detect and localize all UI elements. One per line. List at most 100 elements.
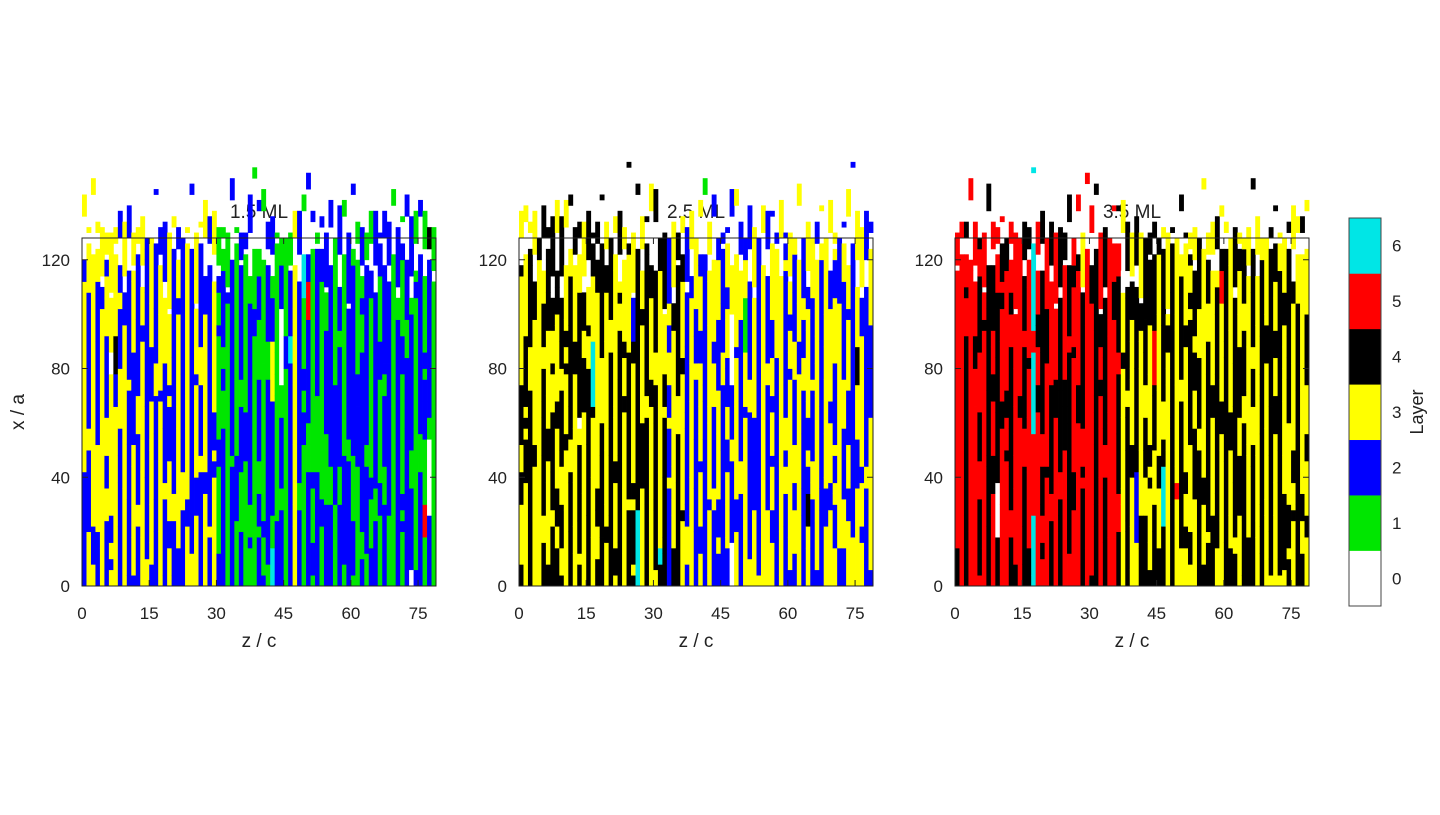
heatmap-cell	[1214, 286, 1220, 315]
heatmap-cell	[810, 238, 816, 266]
heatmap-cell	[341, 254, 347, 288]
heatmap-cell	[391, 254, 397, 266]
heatmap-cell	[95, 281, 101, 342]
heatmap-cell	[680, 401, 686, 429]
heatmap-cell	[577, 444, 583, 522]
heatmap-cell	[541, 346, 547, 369]
heatmap-cell	[418, 433, 423, 446]
heatmap-cell	[140, 537, 146, 587]
heatmap-cell	[386, 221, 392, 266]
heatmap-cell	[122, 488, 128, 571]
panel-3-xtick-0: 0	[950, 604, 959, 623]
heatmap-cell	[427, 259, 432, 326]
heatmap-cell	[153, 558, 159, 587]
heatmap-cell	[229, 178, 235, 201]
heatmap-cell	[572, 428, 578, 484]
heatmap-cell	[550, 526, 556, 587]
heatmap-cell	[422, 352, 428, 369]
heatmap-cell	[545, 460, 551, 484]
heatmap-cell	[1017, 509, 1023, 587]
heatmap-cell	[972, 564, 978, 587]
heatmap-cell	[1138, 368, 1144, 451]
heatmap-cell	[1075, 319, 1081, 386]
heatmap-cell	[158, 401, 164, 462]
heatmap-cell	[613, 575, 618, 587]
heatmap-cell	[774, 357, 780, 407]
heatmap-cell	[1062, 286, 1068, 353]
heatmap-cell	[711, 509, 717, 587]
heatmap-cell	[1268, 248, 1274, 331]
heatmap-cell	[729, 395, 735, 440]
heatmap-cell	[693, 379, 699, 440]
heatmap-cell	[292, 308, 298, 320]
heatmap-cell	[1040, 504, 1046, 516]
heatmap-cell	[198, 346, 204, 386]
heatmap-cell	[1241, 238, 1247, 250]
heatmap-cell	[572, 227, 578, 255]
heatmap-cell	[1183, 297, 1189, 326]
heatmap-cell	[1259, 395, 1265, 435]
heatmap-cell	[617, 292, 623, 304]
heatmap-cell	[577, 292, 583, 353]
heatmap-cell	[1102, 477, 1108, 489]
heatmap-cell	[711, 488, 717, 511]
heatmap-cell	[1232, 482, 1238, 538]
heatmap-cell	[1286, 422, 1292, 456]
heatmap-cell	[323, 450, 329, 484]
heatmap-cell	[666, 569, 672, 587]
heatmap-cell	[823, 526, 829, 587]
heatmap-cell	[1219, 401, 1225, 435]
heatmap-cell	[382, 395, 388, 467]
heatmap-cell	[1250, 547, 1256, 587]
heatmap-cell	[972, 406, 978, 429]
heatmap-cell	[225, 406, 231, 473]
heatmap-cell	[1111, 395, 1117, 456]
heatmap-cell	[1179, 276, 1184, 353]
heatmap-cell	[595, 542, 601, 560]
heatmap-cell	[747, 412, 753, 473]
heatmap-cell	[108, 395, 114, 456]
heatmap-cell	[341, 401, 347, 456]
heatmap-cell	[1291, 450, 1296, 484]
heatmap-cell	[301, 308, 307, 369]
heatmap-cell	[554, 488, 560, 500]
heatmap-cell	[391, 406, 397, 478]
heatmap-cell	[1062, 450, 1068, 527]
heatmap-cell	[590, 477, 596, 538]
heatmap-cell	[550, 412, 556, 440]
heatmap-cell	[108, 515, 114, 533]
heatmap-cell	[1102, 428, 1108, 446]
heatmap-cell	[234, 379, 240, 456]
heatmap-cell	[1201, 248, 1207, 282]
heatmap-cell	[725, 537, 731, 549]
heatmap-cell	[1129, 308, 1135, 320]
heatmap-cell	[725, 243, 731, 288]
heatmap-cell	[332, 373, 338, 386]
heatmap-cell	[846, 319, 851, 391]
heatmap-cell	[95, 248, 101, 261]
heatmap-cell	[274, 319, 280, 353]
heatmap-cell	[550, 373, 556, 413]
heatmap-cell	[828, 357, 834, 375]
heatmap-cell	[1255, 520, 1261, 538]
heatmap-cell	[185, 499, 190, 527]
heatmap-cell	[752, 477, 757, 511]
heatmap-cell	[1201, 178, 1207, 190]
heatmap-cell	[413, 379, 419, 429]
heatmap-cell	[1259, 526, 1265, 554]
heatmap-cell	[586, 286, 592, 326]
heatmap-cell	[1264, 325, 1270, 353]
heatmap-cell	[395, 227, 401, 288]
heatmap-cell	[256, 335, 262, 369]
heatmap-cell	[413, 270, 419, 282]
heatmap-cell	[1295, 303, 1301, 364]
heatmap-cell	[225, 471, 231, 533]
heatmap-cell	[1067, 499, 1072, 554]
heatmap-cell	[86, 547, 92, 565]
heatmap-cell	[337, 286, 343, 320]
heatmap-cell	[1188, 564, 1193, 587]
heatmap-cell	[202, 199, 208, 239]
heatmap-cell	[666, 352, 672, 386]
heatmap-cell	[167, 460, 173, 522]
heatmap-cell	[1304, 199, 1310, 212]
